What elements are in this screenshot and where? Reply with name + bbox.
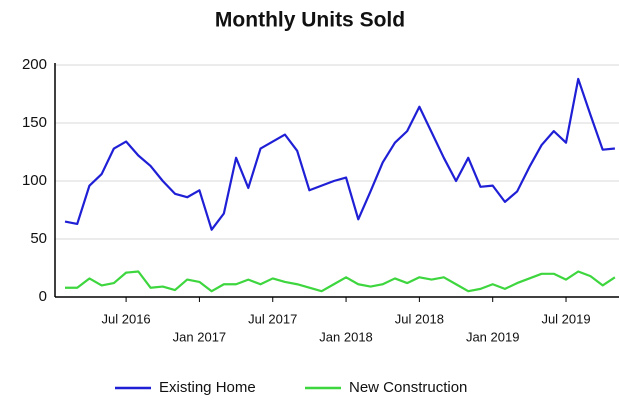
y-tick-label: 150 — [22, 114, 47, 131]
y-tick-label: 0 — [39, 288, 47, 305]
y-tick-label: 100 — [22, 172, 47, 189]
x-tick-label: Jul 2016 — [102, 311, 151, 326]
series-line — [65, 270, 616, 293]
legend-label: Existing Home — [159, 379, 256, 396]
y-tick-label: 50 — [30, 230, 47, 247]
x-tick-label: Jul 2019 — [541, 311, 590, 326]
legend-label: New Construction — [349, 379, 467, 396]
series-line — [64, 77, 616, 231]
x-tick-label: Jul 2017 — [248, 311, 297, 326]
y-tick-label: 200 — [22, 56, 47, 73]
x-tick-label: Jan 2019 — [466, 329, 520, 344]
x-tick-label: Jan 2018 — [319, 329, 373, 344]
chart-title: Monthly Units Sold — [215, 9, 405, 32]
x-tick-label: Jul 2018 — [395, 311, 444, 326]
x-tick-label: Jan 2017 — [173, 329, 227, 344]
